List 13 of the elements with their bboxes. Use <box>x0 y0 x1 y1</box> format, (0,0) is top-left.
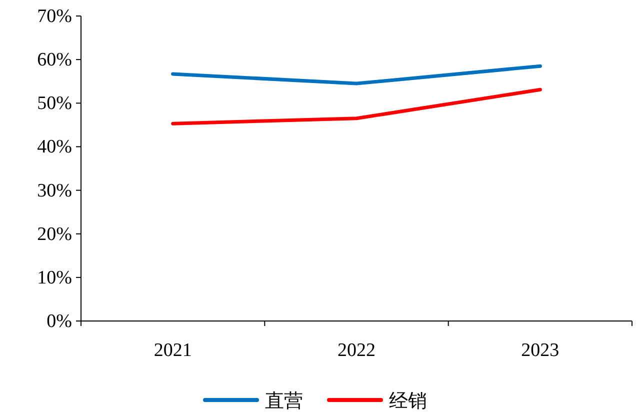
y-tick-label: 70% <box>37 6 72 27</box>
x-tick-label: 2021 <box>154 340 192 361</box>
y-tick-label: 30% <box>37 180 72 202</box>
legend-label: 经销 <box>389 391 427 412</box>
x-tick-label: 2023 <box>521 340 560 361</box>
y-tick-label: 20% <box>37 224 72 245</box>
x-tick-label: 2022 <box>338 340 376 361</box>
legend-label: 直营 <box>265 391 303 412</box>
y-tick-label: 10% <box>37 267 72 288</box>
y-tick-label: 60% <box>37 50 72 71</box>
y-tick-label: 0% <box>46 311 72 332</box>
y-tick-label: 40% <box>37 136 72 158</box>
y-tick-label: 50% <box>37 93 72 114</box>
